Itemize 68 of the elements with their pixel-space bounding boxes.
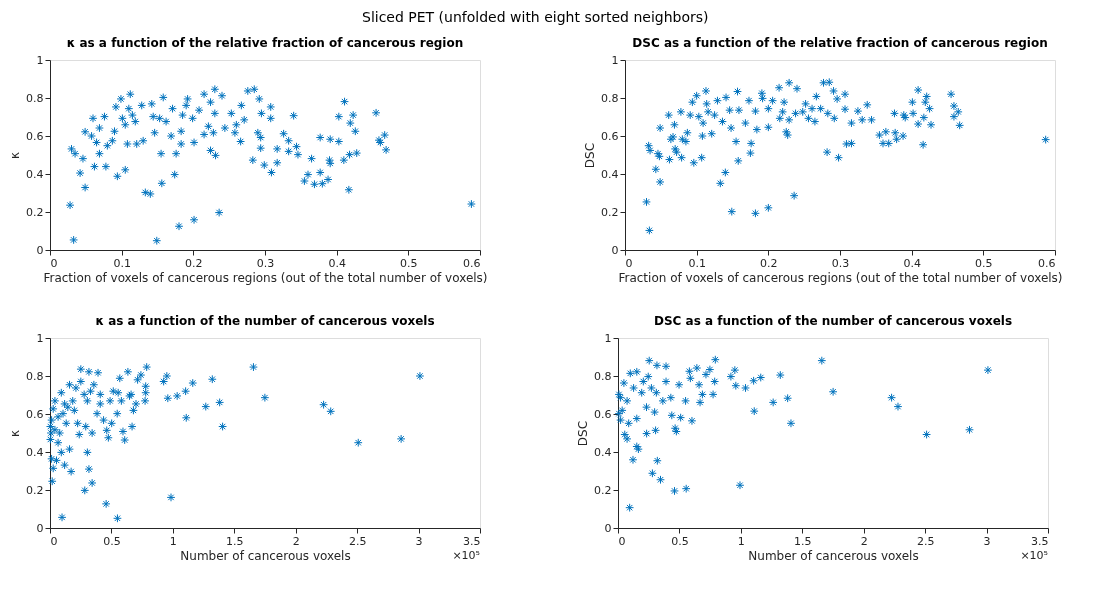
x-tick-label: 0.1 xyxy=(688,256,706,270)
x-tick-label: 0.6 xyxy=(1038,256,1056,270)
x-tick-label: 3 xyxy=(415,534,423,548)
x-tick-label: 0.1 xyxy=(113,256,131,270)
x-tick-label: 1 xyxy=(169,534,177,548)
x-tick-label: 1 xyxy=(737,534,745,548)
x-tick-label: 0.5 xyxy=(975,256,993,270)
x-tick-label: 0.6 xyxy=(463,256,481,270)
y-tick-label: 0 xyxy=(36,243,44,257)
x-axis-title: Number of cancerous voxels xyxy=(180,548,351,563)
x-tick-label: 0.5 xyxy=(400,256,418,270)
y-tick-label: 0.4 xyxy=(594,445,612,459)
x-tick-label: 3.5 xyxy=(463,534,481,548)
chart-title: κ as a function of the number of cancerous voxels xyxy=(95,314,435,328)
x-tick-label: 1.5 xyxy=(794,534,812,548)
y-tick-label: 0.6 xyxy=(26,129,44,143)
y-tick-label: 0.2 xyxy=(594,483,612,497)
x-tick-label: 0.4 xyxy=(903,256,921,270)
y-axis-title: κ xyxy=(8,151,23,160)
y-tick-label: 0.8 xyxy=(26,91,44,105)
x-tick-label: 0.5 xyxy=(103,534,121,548)
x-axis-title: Number of cancerous voxels xyxy=(748,548,919,563)
chart-title: DSC as a function of the number of cancerous voxels xyxy=(653,314,1013,328)
y-tick-label: 0.4 xyxy=(26,445,44,459)
text: Sliced PET (unfolded with eight sorted neighbors) xyxy=(362,8,709,25)
x-tick-label: 2.5 xyxy=(348,534,367,548)
x-tick-label: 1.5 xyxy=(226,534,244,548)
y-tick-label: 1 xyxy=(604,331,612,345)
x-tick-label: 3.5 xyxy=(1031,534,1049,548)
y-tick-label: 0 xyxy=(36,521,44,535)
x-tick-label: 0.2 xyxy=(760,256,778,270)
y-axis-title: κ xyxy=(8,429,23,438)
y-tick-label: 0 xyxy=(604,521,612,535)
x-tick-label: 0 xyxy=(50,256,58,270)
x-tick-label: 0.3 xyxy=(256,256,275,270)
x-axis-title: Fraction of voxels of cancerous regions (out of the total number of voxels) xyxy=(43,270,488,285)
x-axis-title: Fraction of voxels of cancerous regions (out of the total number of voxels) xyxy=(618,270,1063,285)
y-tick-label: 0.8 xyxy=(601,91,619,105)
x-tick-label: 2.5 xyxy=(916,534,935,548)
x-tick-label: 0.2 xyxy=(185,256,203,270)
y-tick-label: 0 xyxy=(611,243,619,257)
x-tick-label: 0.3 xyxy=(831,256,850,270)
chart-title: κ as a function of the relative fraction of cancerous region xyxy=(66,36,464,50)
x-tick-label: 2 xyxy=(292,534,300,548)
y-tick-label: 1 xyxy=(611,53,619,67)
y-tick-label: 1 xyxy=(36,331,44,345)
x-tick-label: 0 xyxy=(625,256,633,270)
x-tick-label: 0 xyxy=(50,534,58,548)
y-tick-label: 0.4 xyxy=(601,167,619,181)
x-tick-label: 2 xyxy=(860,534,868,548)
text: ×10⁵ xyxy=(452,549,480,562)
y-axis-title: DSC xyxy=(583,142,598,169)
x-tick-label: 3 xyxy=(983,534,991,548)
y-tick-label: 1 xyxy=(36,53,44,67)
chart-title: DSC as a function of the relative fraction of cancerous region xyxy=(632,36,1048,50)
y-tick-label: 0.6 xyxy=(594,407,612,421)
y-tick-label: 0.8 xyxy=(26,369,44,383)
y-tick-label: 0.6 xyxy=(601,129,619,143)
text: ×10⁵ xyxy=(1020,549,1048,562)
x-tick-label: 0.4 xyxy=(328,256,346,270)
y-tick-label: 0.2 xyxy=(26,483,44,497)
y-tick-label: 0.2 xyxy=(601,205,619,219)
y-tick-label: 0.8 xyxy=(594,369,612,383)
y-tick-label: 0.2 xyxy=(26,205,44,219)
y-tick-label: 0.6 xyxy=(26,407,44,421)
y-axis-title: DSC xyxy=(576,420,591,447)
x-tick-label: 0.5 xyxy=(671,534,689,548)
y-tick-label: 0.4 xyxy=(26,167,44,181)
